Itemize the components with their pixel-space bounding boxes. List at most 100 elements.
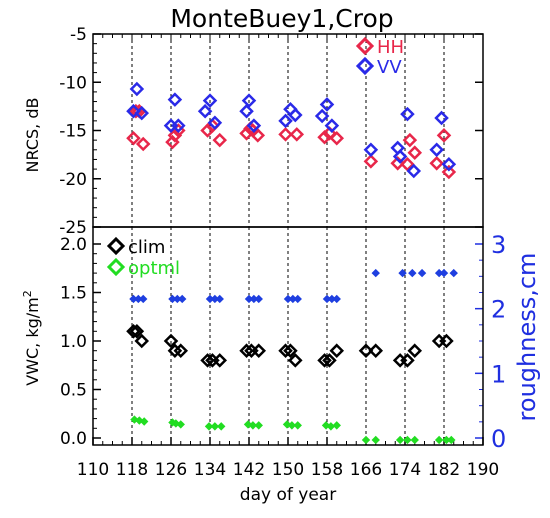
nrcs-HH-point-21 — [400, 157, 415, 172]
x-tick-label-6: 158 — [311, 460, 343, 480]
vwc-clim-point-13 — [283, 343, 298, 358]
vwc-optml-point-8 — [217, 422, 226, 431]
x-tick-label-10: 190 — [467, 460, 499, 480]
nrcs-HH-point-22 — [402, 132, 418, 148]
nrcs-y-tick-label-4: -25 — [59, 218, 87, 238]
nrcs-VV-point-12 — [278, 113, 293, 129]
vwc-optml-point-14 — [293, 421, 302, 430]
vwc-roughness-point-11 — [254, 294, 263, 304]
x-tick-label-8: 174 — [389, 460, 421, 480]
vwc-clim-point-18 — [358, 343, 374, 358]
roughness-y-tick-label-3: 3 — [491, 231, 506, 259]
vwc-optml-point-19 — [371, 435, 380, 445]
x-tick-label-2: 126 — [155, 460, 187, 480]
vwc-roughness-point-23 — [439, 268, 449, 278]
x-tick-label-7: 166 — [350, 460, 382, 480]
nrcs-HH-point-24 — [429, 156, 444, 171]
vwc-plot-frame — [92, 226, 484, 446]
nrcs-VV-point-16 — [319, 97, 335, 112]
vwc-clim-point-5 — [173, 343, 189, 358]
vwc-optml-point-6 — [204, 422, 214, 431]
roughness-y-tick-label-0: 0 — [491, 425, 506, 453]
nrcs-HH-point-23 — [407, 145, 423, 160]
vwc-y-axis-label: VWC, kg/m2 — [21, 290, 42, 386]
vwc-optml-point-20 — [395, 435, 405, 445]
nrcs-HH-point-5 — [167, 128, 183, 143]
nrcs-HH-point-25 — [436, 128, 452, 143]
x-tick-label-9: 182 — [428, 460, 460, 480]
vwc-roughness-point-17 — [332, 294, 341, 304]
vwc-clim-point-12 — [278, 343, 293, 358]
vwc-optml-point-22 — [410, 435, 419, 445]
vwc-optml-point-5 — [176, 420, 185, 429]
vwc-clim-point-16 — [322, 353, 337, 368]
vwc-optml-point-25 — [447, 435, 456, 445]
vwc-clim-point-0 — [126, 324, 141, 339]
vwc-optml-point-10 — [248, 421, 258, 430]
vwc-clim-point-3 — [163, 333, 179, 349]
nrcs-VV-point-7 — [202, 93, 218, 108]
vwc-clim-point-11 — [251, 343, 267, 358]
x-tick-label-3: 134 — [194, 460, 226, 480]
nrcs-y-tick-label-0: -5 — [70, 25, 87, 45]
vwc-optml-point-1 — [135, 416, 144, 425]
nrcs-VV-point-2 — [134, 105, 150, 121]
vwc-roughness-point-20 — [408, 268, 417, 278]
nrcs-HH-point-13 — [250, 128, 266, 143]
x-axis-label: day of year — [240, 485, 336, 505]
vwc-optml-point-13 — [287, 421, 297, 430]
legend-hh-marker — [355, 36, 375, 56]
legend-vv-marker — [355, 56, 375, 76]
nrcs-HH-point-3 — [135, 136, 151, 152]
nrcs-HH-point-26 — [441, 164, 457, 180]
vwc-y-tick-label-3: 1.5 — [60, 284, 87, 304]
vwc-clim-point-8 — [212, 353, 228, 368]
x-tick-label-4: 142 — [233, 460, 265, 480]
vwc-clim-point-19 — [368, 343, 384, 358]
roughness-y-tick-label-1: 1 — [491, 360, 506, 388]
x-tick-label-0: 110 — [77, 460, 109, 480]
nrcs-VV-point-10 — [241, 93, 257, 108]
vwc-roughness-point-5 — [178, 294, 187, 304]
nrcs-VV-point-24 — [434, 110, 449, 126]
vwc-y-axis-label-text: VWC, kg/m — [23, 297, 42, 386]
vwc-optml-point-21 — [403, 435, 412, 445]
nrcs-VV-point-22 — [406, 163, 422, 179]
vwc-optml-point-17 — [332, 421, 341, 430]
vwc-roughness-point-19 — [398, 268, 407, 278]
vwc-roughness-point-2 — [139, 294, 148, 304]
vwc-clim-point-14 — [288, 353, 303, 368]
legend-optml-marker — [106, 257, 126, 277]
vwc-roughness-point-18 — [371, 268, 380, 278]
vwc-y-tick-label-4: 2.0 — [60, 235, 87, 255]
legend-vv-label: VV — [377, 57, 402, 78]
vwc-optml-point-11 — [254, 421, 263, 430]
vwc-clim-point-9 — [239, 343, 254, 358]
nrcs-HH-point-0 — [126, 130, 141, 146]
nrcs-VV-point-20 — [392, 149, 408, 164]
nrcs-VV-point-0 — [126, 103, 141, 119]
nrcs-y-tick-label-3: -20 — [59, 170, 87, 190]
vwc-legend: clim optml — [106, 236, 180, 279]
legend-optml-label: optml — [128, 258, 180, 279]
vwc-clim-point-17 — [329, 343, 345, 358]
nrcs-HH-point-19 — [363, 154, 379, 169]
vwc-optml-point-0 — [130, 415, 139, 424]
nrcs-VV-point-1 — [129, 81, 145, 97]
roughness-axis-label: roughness,cm — [513, 253, 541, 422]
x-tick-label-1: 118 — [116, 460, 148, 480]
nrcs-VV-point-14 — [288, 107, 303, 123]
nrcs-y-axis-label: NRCS, dB — [23, 98, 42, 173]
legend-clim-marker — [106, 236, 126, 256]
vwc-clim-point-1 — [129, 324, 145, 339]
nrcs-HH-point-9 — [212, 132, 228, 148]
vwc-roughness-point-21 — [417, 268, 427, 278]
nrcs-y-tick-label-1: -10 — [59, 73, 87, 93]
vwc-optml-point-7 — [210, 422, 220, 431]
vwc-y-axis-label-exponent: 2 — [21, 290, 34, 297]
chart-title: MonteBuey1,Crop — [170, 4, 393, 33]
nrcs-legend: HH VV — [355, 36, 404, 78]
nrcs-VV-point-5 — [171, 118, 186, 133]
